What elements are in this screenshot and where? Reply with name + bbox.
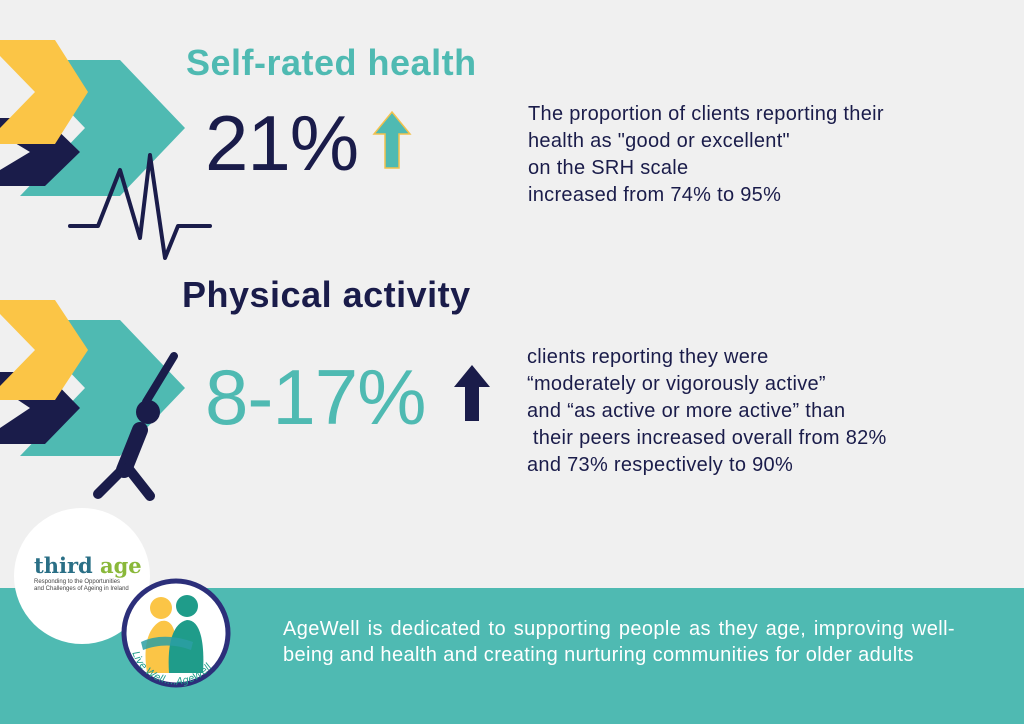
description-line: on the SRH scale [528, 157, 689, 179]
description-line: “moderately or vigorously active” [527, 373, 826, 395]
tagline-line: Responding to the Opportunities [34, 579, 121, 585]
yellow-chevron-bottom [0, 300, 88, 400]
third-age-logo: third age [34, 553, 142, 578]
description-line: and “as active or more active” than [527, 400, 846, 422]
tagline-line: and Challenges of Ageing in Ireland [34, 586, 129, 592]
physical-activity-stat: 8-17% [205, 353, 426, 441]
self-rated-health-stat: 21% [205, 99, 359, 187]
decorative-graphics [0, 40, 212, 501]
footer-mission-text: AgeWell is dedicated to supporting peopl… [283, 618, 955, 666]
description-line: The proportion of clients reporting thei… [528, 103, 884, 125]
self-rated-health-heading: Self-rated health [186, 42, 477, 83]
stretching-person-icon [93, 352, 178, 501]
arrow-up-icon [372, 110, 412, 169]
physical-activity-description: clients reporting they were “moderately … [527, 344, 887, 479]
arrow-up-icon [454, 365, 490, 421]
self-rated-health-description: The proportion of clients reporting thei… [528, 101, 884, 209]
heartbeat-line [68, 153, 212, 260]
logo-word-accent: age [100, 553, 142, 578]
physical-activity-heading: Physical activity [182, 274, 471, 315]
description-line: clients reporting they were [527, 346, 769, 368]
logo-word-main: third [34, 553, 101, 578]
embracing-people-icon [141, 595, 204, 673]
description-line: increased from 74% to 95% [528, 184, 782, 206]
description-line: health as "good or excellent" [528, 130, 790, 152]
third-age-tagline: Responding to the Opportunities and Chal… [34, 579, 129, 593]
agewell-logo: Live Well....AgeWell [121, 578, 231, 688]
description-line: their peers increased overall from 82% [527, 427, 887, 449]
yellow-chevron-top [0, 40, 88, 144]
description-line: and 73% respectively to 90% [527, 454, 794, 476]
